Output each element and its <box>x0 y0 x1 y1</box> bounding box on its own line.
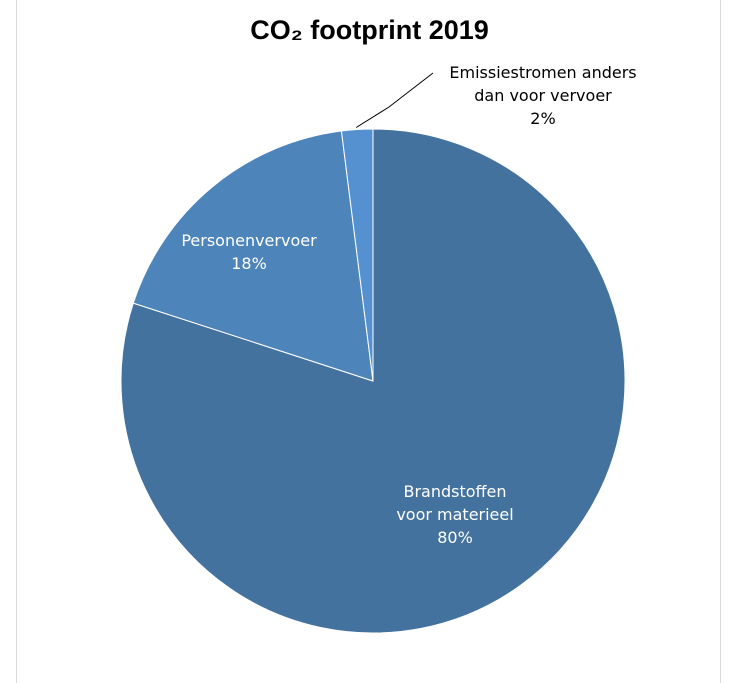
slice-label-1: Personenvervoer 18% <box>181 231 317 273</box>
slice-label-line-0: Brandstoffen <box>403 482 506 501</box>
slice-value-0: 80% <box>437 528 473 547</box>
pie-slices <box>120 128 626 634</box>
pie-slice-1 <box>132 130 374 382</box>
slice-label-line-2: dan voor vervoer <box>474 86 612 105</box>
slice-label-0: Brandstoffen voor materieel 80% <box>396 482 513 547</box>
slice-labels: Brandstoffen voor materieel 80% Personenver… <box>181 63 636 547</box>
pie-slice-2 <box>340 128 374 382</box>
slice-label-line-1: Personenvervoer <box>181 231 317 250</box>
leader-line-2 <box>355 72 434 128</box>
slice-label-line-0: voor materieel <box>396 505 513 524</box>
slice-label-2: Emissiestromen anders dan voor vervoer 2% <box>449 63 636 128</box>
slice-value-1: 18% <box>231 254 267 273</box>
leader-lines <box>355 72 434 128</box>
chart-title: CO₂ footprint 2019 <box>250 15 489 45</box>
slice-label-line-2: Emissiestromen anders <box>449 63 636 82</box>
slice-value-2: 2% <box>530 109 555 128</box>
